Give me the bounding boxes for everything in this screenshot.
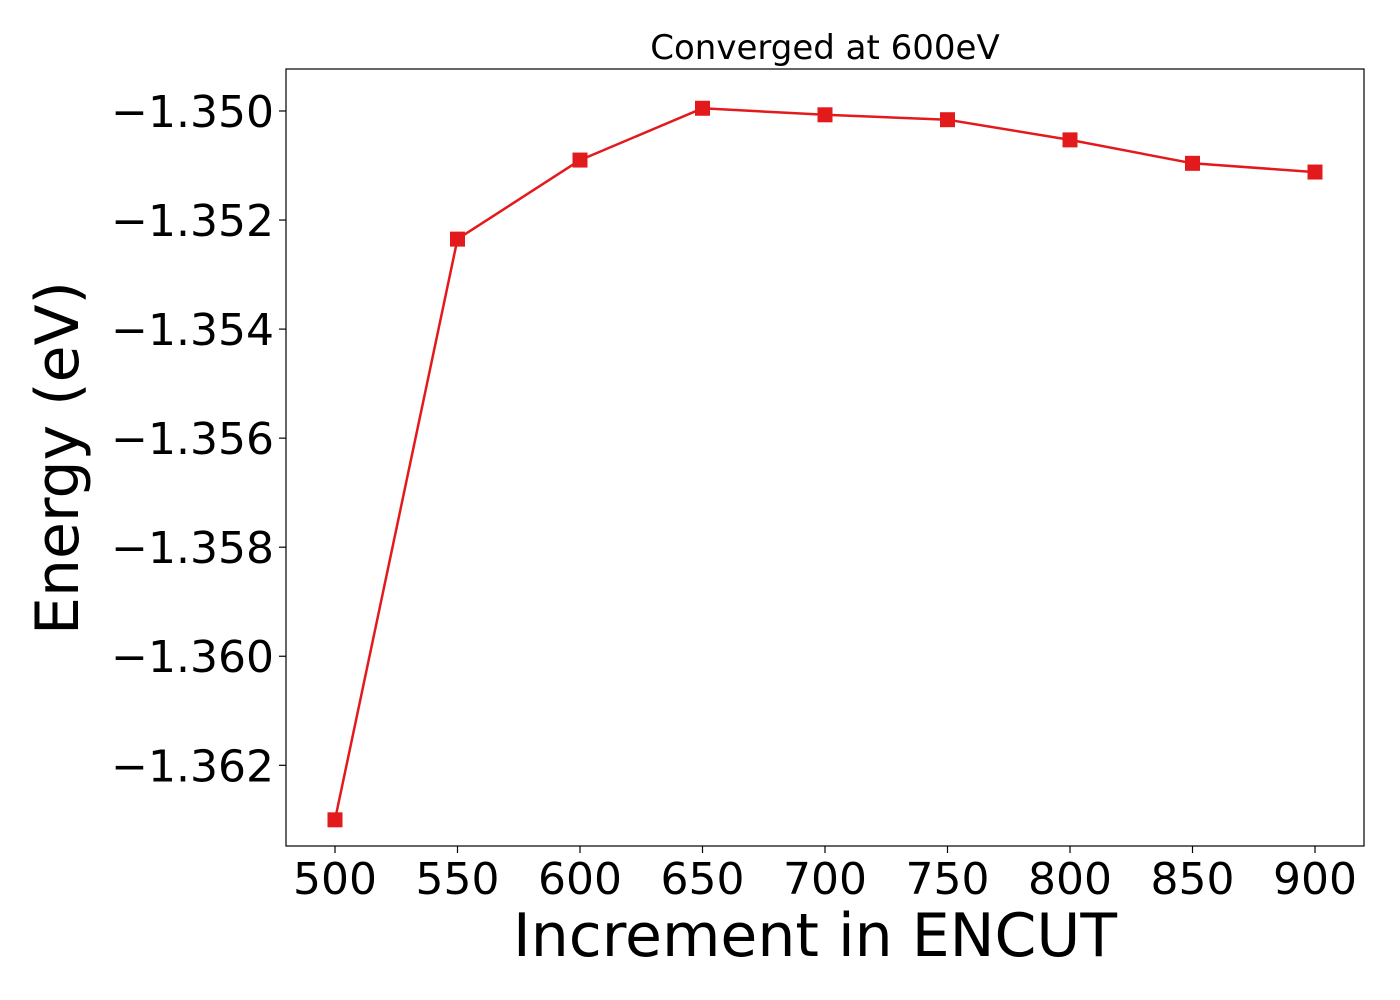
data-point-marker	[1185, 155, 1200, 171]
x-tick-label: 550	[416, 854, 500, 905]
x-tick-label: 750	[906, 854, 990, 905]
chart-title: Converged at 600eV	[650, 28, 999, 68]
x-tick-label: 800	[1028, 854, 1112, 905]
y-tick-label: −1.356	[111, 414, 274, 465]
y-tick-label: −1.358	[111, 523, 274, 574]
data-point-marker	[327, 812, 343, 828]
x-tick-label: 700	[783, 854, 867, 905]
data-point-marker	[940, 112, 955, 128]
plot-frame	[285, 68, 1365, 847]
y-tick-label: −1.360	[111, 632, 274, 683]
data-point-marker	[1307, 164, 1323, 180]
data-point-marker	[695, 100, 710, 116]
y-axis-label: Energy (eV)	[23, 281, 93, 635]
x-tick-label: 850	[1151, 854, 1235, 905]
x-tick-label: 500	[293, 854, 377, 905]
x-tick-label: 600	[538, 854, 622, 905]
y-tick-label: −1.354	[111, 305, 274, 356]
series-line	[333, 107, 1316, 821]
plot-area: 500 550 600 650 700 750 800 850 900 −1.350 −1.352 −…	[111, 68, 1365, 905]
x-axis-label: Increment in ENCUT	[513, 901, 1117, 971]
data-point-marker	[450, 231, 465, 247]
data-point-marker	[1062, 132, 1078, 148]
x-tick-label: 650	[661, 854, 745, 905]
data-point-marker	[817, 107, 833, 123]
y-tick-label: −1.362	[111, 741, 274, 792]
x-tick-label: 900	[1273, 854, 1357, 905]
data-point-marker	[572, 152, 588, 168]
y-tick-label: −1.350	[111, 87, 274, 138]
y-tick-label: −1.352	[111, 196, 274, 247]
